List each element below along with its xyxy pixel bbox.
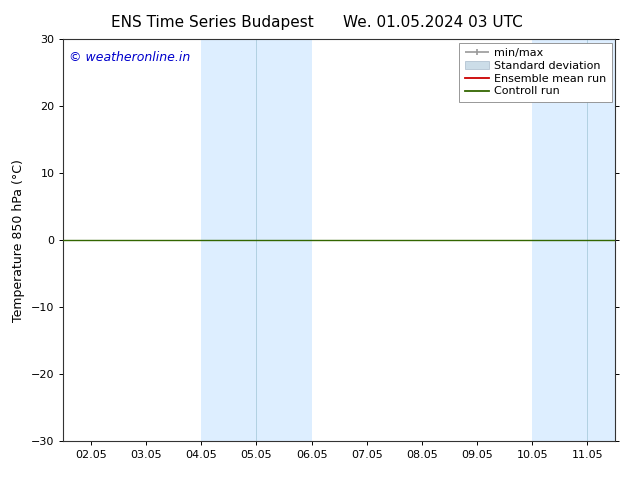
Bar [533,39,588,441]
Text: ENS Time Series Budapest      We. 01.05.2024 03 UTC: ENS Time Series Budapest We. 01.05.2024 … [111,15,523,30]
Bar [256,39,312,441]
Bar [202,39,256,441]
Legend: min/max, Standard deviation, Ensemble mean run, Controll run: min/max, Standard deviation, Ensemble me… [460,43,612,102]
Y-axis label: Temperature 850 hPa (°C): Temperature 850 hPa (°C) [12,159,25,321]
Text: © weatheronline.in: © weatheronline.in [69,51,190,64]
Bar [588,39,634,441]
